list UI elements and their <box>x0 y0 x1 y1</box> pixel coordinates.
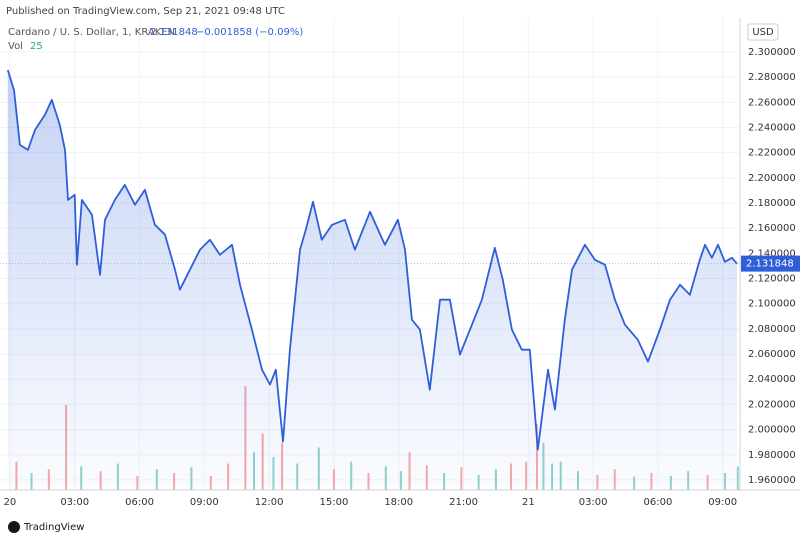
x-tick-label: 03:00 <box>60 497 89 508</box>
y-tick-label: 2.020000 <box>748 399 796 410</box>
y-tick-label: 2.040000 <box>748 374 796 385</box>
price-line <box>6 69 738 451</box>
vol-value: 25 <box>30 41 43 52</box>
y-tick-label: 2.060000 <box>748 349 796 360</box>
y-tick-label: 2.220000 <box>748 148 796 159</box>
y-tick-label: 2.200000 <box>748 173 796 184</box>
x-tick-label: 18:00 <box>384 497 413 508</box>
y-tick-label: 2.240000 <box>748 123 796 134</box>
x-tick-label: 06:00 <box>125 497 154 508</box>
footer-bg <box>0 516 800 538</box>
last-price-badge <box>741 255 800 272</box>
y-tick-label: 2.300000 <box>748 47 796 58</box>
y-tick-label: 2.120000 <box>748 274 796 285</box>
currency-box[interactable] <box>747 23 779 41</box>
y-tick-label: 2.280000 <box>748 72 796 83</box>
x-tick-label: 12:00 <box>255 497 284 508</box>
change: −0.001858 (−0.09%) <box>196 27 303 38</box>
y-tick-label: 1.960000 <box>748 475 796 486</box>
x-tick-label: 06:00 <box>644 497 673 508</box>
y-tick-label: 1.980000 <box>748 450 796 461</box>
y-tick-label: 2.000000 <box>748 425 796 436</box>
x-tick-label: 09:00 <box>708 497 737 508</box>
area-fill <box>7 70 738 490</box>
logo-icon <box>8 521 20 533</box>
x-tick-label: 20 <box>4 497 17 508</box>
footer-logo: TradingView <box>23 522 84 533</box>
y-tick-label: 2.160000 <box>748 223 796 234</box>
vol-name: Vol <box>8 41 23 52</box>
published: Published on TradingView.com, Sep 21, 20… <box>6 6 285 17</box>
x-tick-label: 21:00 <box>449 497 478 508</box>
y-tick-label: 2.140000 <box>748 248 796 259</box>
y-tick-label: 2.260000 <box>748 97 796 108</box>
y-tick-label: 2.180000 <box>748 198 796 209</box>
x-tick-label: 09:00 <box>190 497 219 508</box>
symbol: Cardano / U. S. Dollar, 1, KRAKEN <box>8 27 175 38</box>
x-tick-label: 15:00 <box>320 497 349 508</box>
y-tick-label: 2.100000 <box>748 299 796 310</box>
x-tick-label: 21 <box>522 497 535 508</box>
y-tick-label: 2.080000 <box>748 324 796 335</box>
currency[interactable]: USD <box>752 27 774 38</box>
x-tick-label: 03:00 <box>579 497 608 508</box>
last-price: 2.131848 <box>150 27 198 38</box>
volume-bar <box>736 466 739 490</box>
last-price-label: 2.131848 <box>746 259 794 270</box>
